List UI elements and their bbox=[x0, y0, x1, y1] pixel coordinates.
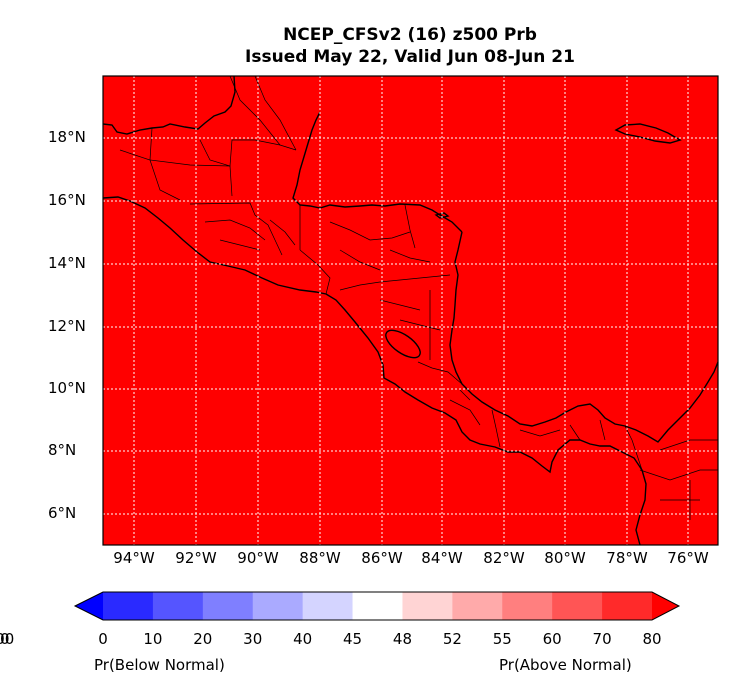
colorbar-segment bbox=[152, 592, 204, 620]
border-yucatan-states bbox=[149, 127, 297, 167]
coastline-yucatan bbox=[102, 75, 236, 135]
colorbar-outline bbox=[73, 591, 681, 621]
coastline-belize bbox=[292, 111, 463, 233]
colorbar-tick-label: 45 bbox=[342, 630, 363, 648]
colorbar-tick-label: 10 bbox=[143, 630, 163, 648]
border-states-2 bbox=[199, 139, 233, 197]
colorbar-tick-label: 20 bbox=[193, 630, 213, 648]
lon-label: 76°W bbox=[667, 549, 709, 567]
border-costarica-depts bbox=[449, 389, 481, 426]
lat-label: 6°N bbox=[48, 504, 77, 522]
lat-label: 16°N bbox=[48, 191, 86, 209]
border-panama-colombia bbox=[624, 425, 643, 471]
colorbar-arrow-right bbox=[652, 592, 679, 620]
colorbar-segment bbox=[352, 592, 403, 620]
colorbar-tick-label: 70 bbox=[592, 630, 612, 648]
coastline-mexico-pacific bbox=[102, 196, 327, 295]
map-title-line1: NCEP_CFSv2 (16) z500 Prb bbox=[283, 25, 537, 45]
lon-label: 86°W bbox=[361, 549, 403, 567]
colorbar-segment bbox=[402, 592, 453, 620]
border-nicaragua-costarica bbox=[417, 361, 463, 385]
lake-nicaragua bbox=[385, 329, 421, 359]
colorbar-segment bbox=[452, 592, 503, 620]
border-states-5 bbox=[254, 75, 297, 151]
border-guatemala-honduras bbox=[299, 249, 331, 295]
border-costarica-panama bbox=[491, 409, 501, 448]
island-jamaica bbox=[614, 123, 682, 144]
colorbar-segment bbox=[103, 592, 154, 620]
lon-label: 80°W bbox=[544, 549, 586, 567]
colorbar-segment bbox=[302, 592, 354, 620]
colorbar bbox=[73, 591, 681, 621]
lon-label: 78°W bbox=[606, 549, 648, 567]
lat-label: 8°N bbox=[48, 441, 77, 459]
border-states-4 bbox=[229, 75, 281, 146]
lon-label: 88°W bbox=[299, 549, 341, 567]
gridlines bbox=[103, 76, 718, 545]
colorbar-tick-label: 0 bbox=[98, 630, 108, 648]
colorbar-arrow-left bbox=[75, 592, 103, 620]
colorbar-right-caption: Pr(Above Normal) bbox=[499, 656, 632, 674]
colorbar-tick-label: 80 bbox=[642, 630, 662, 648]
border-nicaragua-depts bbox=[379, 290, 441, 360]
lon-label: 92°W bbox=[175, 549, 217, 567]
border-colombia-depts bbox=[639, 439, 718, 520]
colorbar-segment bbox=[502, 592, 553, 620]
lon-label: 84°W bbox=[421, 549, 463, 567]
lon-label: 90°W bbox=[237, 549, 279, 567]
colorbar-segment bbox=[602, 592, 653, 620]
lon-label: 82°W bbox=[483, 549, 525, 567]
colorbar-segment bbox=[202, 592, 254, 620]
colorbar-tick-label: 52 bbox=[442, 630, 462, 648]
lat-label: 14°N bbox=[48, 254, 86, 272]
colorbar-tick-label: 30 bbox=[243, 630, 263, 648]
coastline-central-pacific bbox=[325, 293, 647, 546]
map-frame bbox=[102, 75, 719, 546]
colorbar-tick-label: 100 bbox=[0, 630, 15, 648]
border-panama-depts bbox=[519, 419, 606, 441]
lon-label: 94°W bbox=[113, 549, 155, 567]
coastline-central-caribbean bbox=[449, 231, 719, 443]
border-honduras-nicaragua bbox=[339, 274, 451, 291]
lat-label: 18°N bbox=[48, 128, 86, 146]
lat-label: 10°N bbox=[48, 379, 86, 397]
colorbar-segment bbox=[252, 592, 304, 620]
colorbar-tick-label: 60 bbox=[542, 630, 562, 648]
colorbar-tick-label: 40 bbox=[293, 630, 313, 648]
lat-label: 12°N bbox=[48, 317, 86, 335]
colorbar-segment bbox=[552, 592, 603, 620]
colorbar-tick-label: 55 bbox=[492, 630, 512, 648]
map-area bbox=[103, 76, 718, 545]
colorbar-left-caption: Pr(Below Normal) bbox=[94, 656, 225, 674]
colorbar-tick-label: 48 bbox=[392, 630, 412, 648]
island-bay bbox=[434, 212, 450, 219]
border-states-3 bbox=[119, 149, 181, 201]
coastlines bbox=[102, 75, 719, 546]
border-honduras-depts bbox=[329, 204, 431, 271]
border-mexico-guatemala bbox=[189, 202, 283, 256]
colorbar-tick-label: 90 bbox=[0, 630, 10, 648]
map-title-line2: Issued May 22, Valid Jun 08-Jun 21 bbox=[245, 47, 575, 67]
